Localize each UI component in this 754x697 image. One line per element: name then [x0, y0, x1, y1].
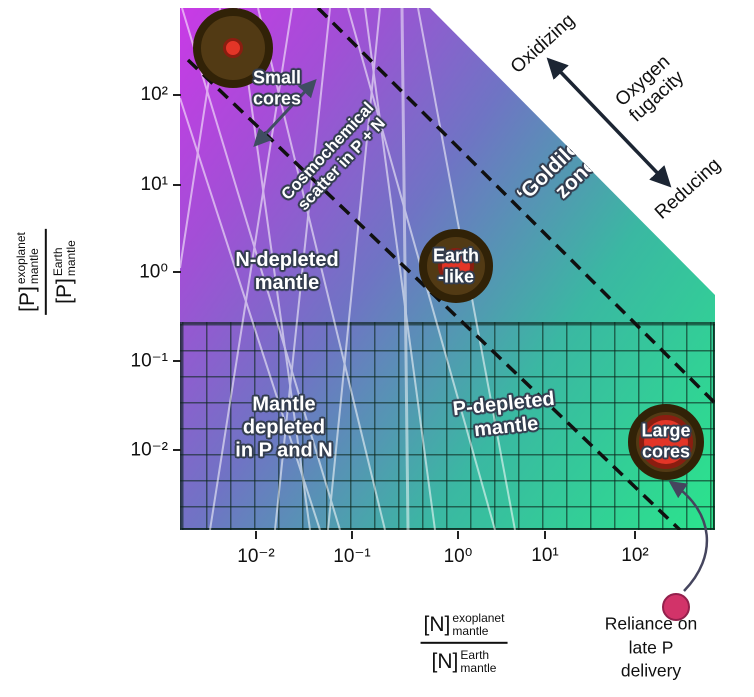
reducing-label: Reducing	[651, 154, 725, 224]
x-tick-label: 10²	[621, 545, 649, 566]
x-axis-den-base: [N]	[431, 650, 459, 674]
reliance-label: Reliance on late P delivery	[604, 613, 698, 681]
y-axis-num-sub: mantle	[26, 248, 41, 285]
planet-core-large	[639, 415, 693, 469]
region-label-n-depleted-mantle: N-depleted mantle	[235, 249, 339, 294]
planet-label-small-cores: Small cores	[252, 67, 302, 108]
y-axis-num-base: [P]	[15, 286, 39, 312]
x-axis-den-sup: Earth	[460, 648, 490, 662]
y-tick-label: 10¹	[140, 174, 168, 195]
planet-label-large-cores: Large cores	[641, 420, 691, 461]
planet-core-earth	[438, 248, 474, 284]
y-tick-label: 10²	[140, 84, 168, 105]
y-axis-denominator: [P] Earth mantle	[51, 237, 78, 307]
y-tick-label: 10⁻²	[130, 439, 169, 461]
planet-small-cores	[193, 8, 273, 88]
planet-earth-like	[419, 229, 493, 303]
x-tick-label: 10⁻²	[237, 546, 275, 567]
x-tick-label: 10¹	[531, 545, 559, 566]
x-axis-numerator: [N] exoplanet mantle	[420, 610, 508, 644]
y-tick-label: 10⁻¹	[130, 350, 169, 372]
oxidizing-label: Oxidizing	[506, 9, 579, 78]
planet-core-small	[223, 38, 243, 58]
y-axis-num-sup: exoplanet	[13, 232, 28, 285]
late-p-delivery-dot	[662, 593, 690, 621]
cosmochemical-scatter-arrow	[253, 79, 317, 147]
y-tick-label: 10⁰	[139, 261, 168, 283]
x-axis-num-base: [N]	[423, 612, 451, 636]
oxygen-fugacity-label: Oxygen fugacity	[611, 51, 689, 127]
x-tick-label: 10⁰	[443, 546, 473, 567]
y-axis-label: [P] exoplanet mantle [P] Earth mantle	[13, 229, 78, 315]
y-axis-numerator: [P] exoplanet mantle	[13, 229, 47, 315]
goldilocks-upper-dashed-line	[316, 8, 715, 405]
x-axis-label: [N] exoplanet mantle [N] Earth mantle	[420, 610, 508, 674]
y-axis-den-sub: mantle	[63, 240, 78, 277]
region-label-mantle-depleted-p-n: Mantle depleted in P and N	[235, 393, 333, 462]
x-axis-num-sub: mantle	[452, 623, 489, 638]
planet-label-earth-like: Earth -like	[432, 245, 480, 286]
planet-large-cores	[628, 404, 704, 480]
x-axis-den-sub: mantle	[460, 660, 497, 675]
x-axis-num-sup: exoplanet	[452, 610, 505, 625]
x-tick-label: 10⁻¹	[333, 546, 371, 567]
x-axis-denominator: [N] Earth mantle	[429, 649, 500, 674]
y-axis-den-base: [P]	[53, 278, 77, 304]
y-axis-den-sup: Earth	[51, 247, 65, 277]
